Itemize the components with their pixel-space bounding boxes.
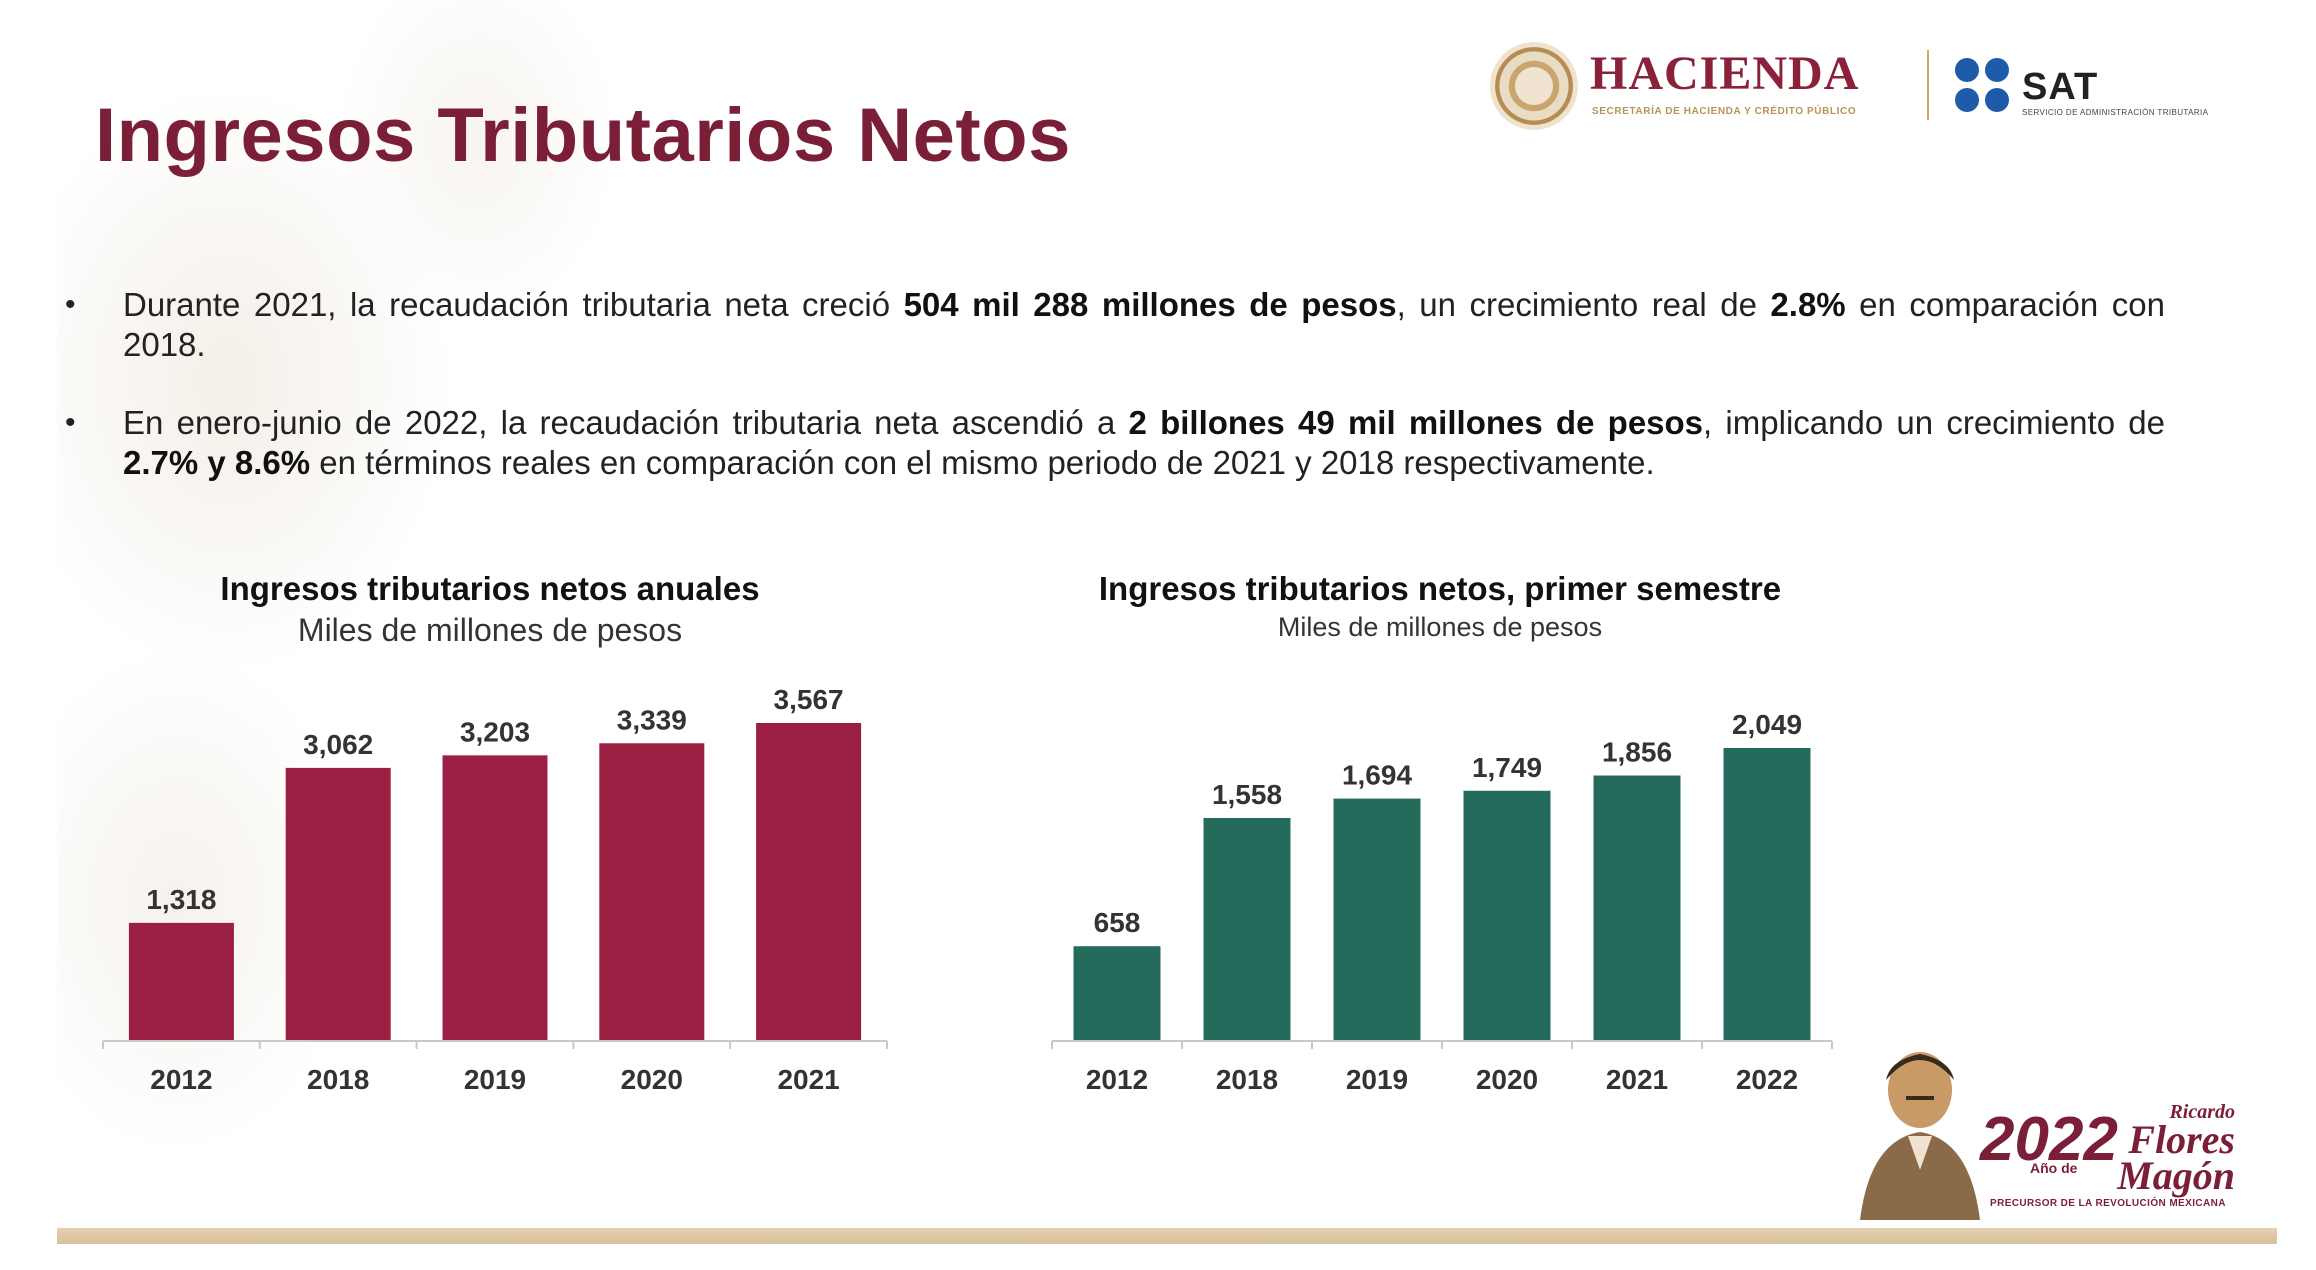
x-tick-label: 2012	[1086, 1064, 1148, 1095]
footer-tagline: PRECURSOR DE LA REVOLUCIÓN MEXICANA	[1990, 1198, 2226, 1209]
bullet-text: en comparación con 2018.	[123, 286, 2165, 363]
bullet-bold-text: 2.7% y 8.6%	[123, 444, 311, 481]
footer-bar	[57, 1228, 2277, 1244]
bullet-bold-text: 504 mil 288 millones de pesos	[903, 286, 1397, 323]
data-label: 3,339	[617, 704, 687, 735]
bullet-text: En enero-junio de 2022, la recaudación t…	[123, 404, 1129, 441]
data-label: 1,318	[146, 884, 216, 915]
bullet-text: en términos reales en comparación con el…	[310, 444, 1655, 481]
data-label: 2,049	[1732, 709, 1802, 740]
logo-divider	[1927, 50, 1929, 120]
page-title: Ingresos Tributarios Netos	[95, 93, 1071, 178]
bar-annual-2021	[756, 723, 862, 1040]
bar-semester-2019	[1333, 798, 1421, 1040]
bar-semester-2022	[1723, 748, 1811, 1040]
portrait-icon	[1860, 1052, 1980, 1220]
x-tick-label: 2012	[150, 1064, 212, 1095]
name-last: Magón	[2117, 1153, 2235, 1198]
footer-year-prefix: Año de	[2030, 1160, 2078, 1176]
x-tick-label: 2021	[1606, 1064, 1668, 1095]
data-label: 3,203	[460, 716, 530, 747]
header-logos: HACIENDA SECRETARÍA DE HACIENDA Y CRÉDIT…	[1490, 42, 2230, 132]
footer-honoree-name: Ricardo Flores Magón	[2100, 1101, 2235, 1198]
x-tick-label: 2020	[1476, 1064, 1538, 1095]
bullet-dot-icon: •	[65, 288, 76, 321]
bullet-text: , un crecimiento real de	[1396, 286, 1771, 323]
bullet-item: • Durante 2021, la recaudación tributari…	[65, 285, 2165, 365]
hacienda-logo-text: HACIENDA	[1590, 47, 1860, 100]
chart-semester-subtitle: Miles de millones de pesos	[1277, 612, 1603, 642]
ricardo-flores-magon-badge: 2022 Año de Ricardo Flores Magón PRECURS…	[1840, 1030, 2240, 1220]
bar-annual-2019	[442, 755, 548, 1040]
x-tick-label: 2020	[621, 1064, 683, 1095]
bar-annual-2018	[285, 767, 391, 1040]
data-label: 658	[1094, 907, 1141, 938]
bar-semester-2020	[1463, 790, 1551, 1040]
bullet-dot-icon: •	[65, 406, 76, 439]
bullet-item: • En enero-junio de 2022, la recaudación…	[65, 403, 2165, 483]
bullet-text: Durante 2021, la recaudación tributaria …	[123, 286, 904, 323]
sat-logo-text: SAT	[2022, 66, 2099, 108]
data-label: 1,856	[1602, 737, 1672, 768]
chart-annual-subtitle: Miles de millones de pesos	[297, 612, 683, 648]
bar-semester-2018	[1203, 817, 1291, 1040]
name-middle: Flores	[2128, 1117, 2235, 1162]
bar-semester-2021	[1593, 775, 1681, 1040]
data-label: 1,749	[1472, 752, 1542, 783]
bullet-bold-text: 2.8%	[1770, 286, 1846, 323]
x-tick-label: 2019	[464, 1064, 526, 1095]
name-first: Ricardo	[2169, 1101, 2235, 1123]
chart-annual-title: Ingresos tributarios netos anuales	[220, 570, 760, 607]
bar-semester-2012	[1073, 946, 1161, 1040]
hacienda-logo-subtitle: SECRETARÍA DE HACIENDA Y CRÉDITO PÚBLICO	[1592, 106, 1857, 117]
sat-logo-subtitle: SERVICIO DE ADMINISTRACIÓN TRIBUTARIA	[2022, 108, 2209, 117]
data-label: 1,694	[1342, 760, 1412, 791]
data-label: 3,567	[774, 684, 844, 715]
x-tick-label: 2021	[777, 1064, 839, 1095]
x-tick-label: 2022	[1736, 1064, 1798, 1095]
footer-year: 2022	[1980, 1105, 2118, 1174]
x-tick-label: 2018	[1216, 1064, 1278, 1095]
x-tick-label: 2018	[307, 1064, 369, 1095]
slide	[57, 0, 2267, 1240]
bullet-bold-text: 2 billones 49 mil millones de pesos	[1128, 404, 1704, 441]
data-label: 3,062	[303, 729, 373, 760]
bar-annual-2020	[599, 743, 705, 1040]
x-tick-label: 2019	[1346, 1064, 1408, 1095]
data-label: 1,558	[1212, 779, 1282, 810]
bar-annual-2012	[128, 922, 234, 1040]
sat-dots-icon	[1955, 58, 2011, 114]
bullet-list: • Durante 2021, la recaudación tributari…	[65, 285, 2165, 521]
mexico-seal-icon	[1490, 42, 1578, 130]
chart-semester-title: Ingresos tributarios netos, primer semes…	[1098, 570, 1782, 607]
bullet-text: , implicando un crecimiento de	[1703, 404, 2165, 441]
